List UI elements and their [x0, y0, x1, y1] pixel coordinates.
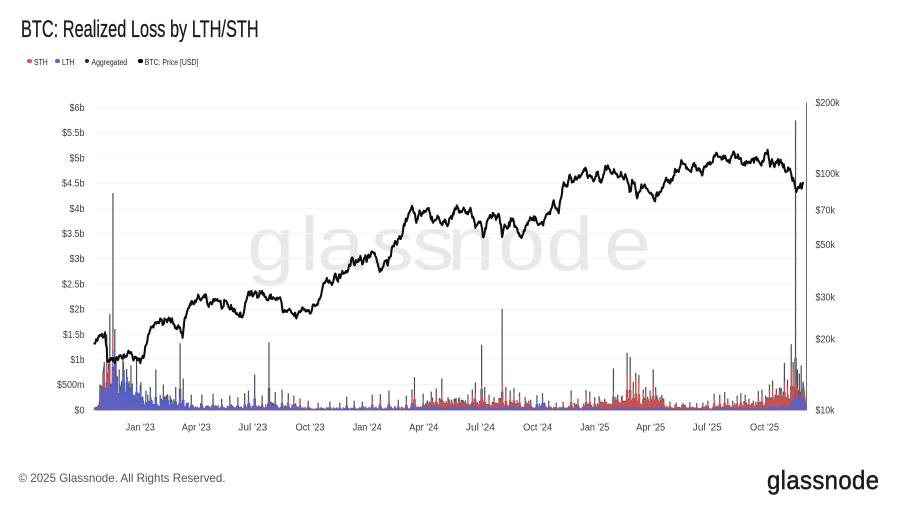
svg-text:$6b: $6b — [70, 103, 85, 114]
svg-text:Oct '25: Oct '25 — [750, 423, 779, 434]
svg-text:$5.5b: $5.5b — [62, 128, 85, 139]
svg-text:$30k: $30k — [816, 293, 836, 304]
svg-text:$2.5b: $2.5b — [62, 279, 85, 290]
svg-text:$70k: $70k — [816, 206, 836, 217]
svg-text:$1.5b: $1.5b — [63, 330, 85, 341]
svg-text:Oct '24: Oct '24 — [523, 423, 552, 434]
svg-text:$1b: $1b — [71, 355, 85, 366]
svg-text:$3.5b: $3.5b — [62, 229, 85, 240]
svg-text:$50k: $50k — [816, 240, 836, 251]
svg-text:$0: $0 — [75, 405, 85, 416]
svg-text:Oct '23: Oct '23 — [296, 423, 325, 434]
svg-text:Jan '25: Jan '25 — [580, 423, 609, 434]
svg-text:$10k: $10k — [816, 405, 836, 416]
svg-text:Jan '23: Jan '23 — [126, 423, 155, 434]
svg-text:Apr '23: Apr '23 — [182, 423, 211, 434]
svg-text:$20k: $20k — [816, 334, 836, 345]
svg-text:$100k: $100k — [816, 169, 841, 180]
svg-text:Jul '23: Jul '23 — [238, 423, 267, 434]
svg-text:Apr '24: Apr '24 — [409, 423, 438, 434]
svg-text:$3b: $3b — [70, 254, 85, 265]
svg-text:$2b: $2b — [70, 305, 85, 316]
svg-text:Apr '25: Apr '25 — [636, 423, 665, 434]
svg-text:$4b: $4b — [70, 204, 85, 215]
svg-text:Jul '24: Jul '24 — [466, 423, 495, 434]
svg-text:Jan '24: Jan '24 — [353, 423, 382, 434]
svg-text:$4.5b: $4.5b — [62, 179, 85, 190]
svg-text:$5b: $5b — [70, 153, 85, 164]
svg-text:Jul '25: Jul '25 — [693, 423, 722, 434]
svg-text:$200k: $200k — [816, 98, 841, 109]
svg-text:$500m: $500m — [57, 380, 85, 391]
